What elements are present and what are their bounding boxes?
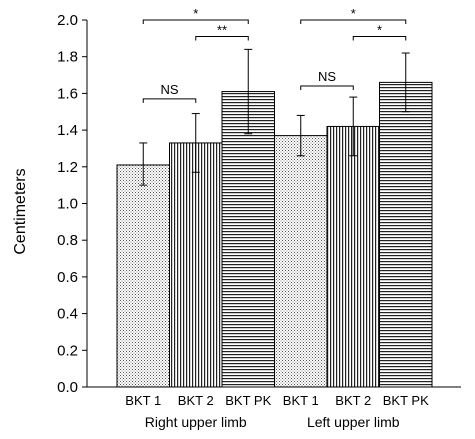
significance-label: ** [217, 23, 227, 38]
bar [221, 91, 275, 388]
category-label: BKT 2 [178, 393, 214, 408]
category-label: BKT 1 [283, 393, 319, 408]
bar [169, 142, 223, 388]
group-label: Left upper limb [307, 414, 400, 430]
bar [116, 164, 170, 388]
y-tick-label: 1.2 [57, 159, 78, 176]
y-tick-label: 1.6 [57, 85, 78, 102]
bar [274, 135, 328, 388]
y-tick-label: 1.8 [57, 49, 78, 66]
group-label: Right upper limb [145, 414, 247, 430]
significance-bracket [195, 36, 249, 41]
category-label: BKT 1 [125, 393, 161, 408]
y-tick-label: 0.4 [57, 306, 78, 323]
y-tick-label: 0.8 [57, 232, 78, 249]
y-tick-label: 0.2 [57, 342, 78, 359]
labels: 0.0 0.2 0.4 0.6 0.8 1.0 1.2 1.4 1.6 1.8 2.0 Centime… [12, 6, 429, 430]
significance-label: * [193, 6, 198, 21]
y-axis-title: Centimeters [12, 168, 29, 254]
significance-bracket [300, 85, 354, 91]
y-tick-label: 1.0 [57, 196, 78, 213]
significance-label: NS [318, 69, 336, 84]
significance-label: * [377, 23, 382, 38]
significance-label: * [351, 6, 356, 21]
category-label: BKT PK [383, 393, 429, 408]
significance-label: NS [160, 82, 178, 97]
significance-bracket [142, 98, 197, 103]
category-label: BKT PK [225, 393, 271, 408]
significance-bracket [352, 36, 407, 41]
bar [379, 81, 433, 388]
bars [116, 81, 433, 388]
significance-bracket [300, 19, 407, 24]
significance-brackets [142, 19, 407, 103]
bar [326, 125, 380, 388]
error-bars [139, 48, 410, 186]
y-tick-label: 1.4 [57, 122, 78, 139]
y-tick-label: 0.0 [57, 379, 78, 396]
y-tick-label: 0.6 [57, 269, 78, 286]
y-tick-label: 2.0 [57, 12, 78, 29]
category-label: BKT 2 [335, 393, 371, 408]
significance-bracket [142, 19, 249, 24]
